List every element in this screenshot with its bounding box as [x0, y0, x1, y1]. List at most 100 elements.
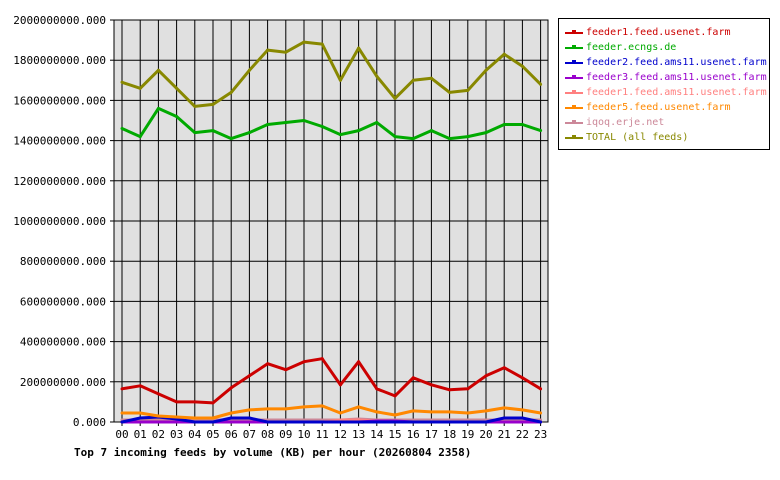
- data-point: [302, 405, 306, 409]
- legend-swatch: [565, 90, 583, 94]
- x-tick-label: 01: [134, 428, 147, 441]
- series-line: [121, 106, 542, 141]
- x-tick-label: 02: [152, 428, 165, 441]
- x-tick-label: 03: [170, 428, 183, 441]
- data-point: [266, 48, 270, 52]
- data-point: [484, 420, 488, 424]
- data-point: [229, 416, 233, 420]
- data-point: [375, 410, 379, 414]
- legend-item: feeder.ecngs.de: [559, 40, 769, 55]
- legend-item: feeder2.feed.ams11.usenet.farm: [559, 55, 769, 70]
- data-point: [466, 411, 470, 415]
- data-point: [120, 80, 124, 84]
- data-point: [193, 104, 197, 108]
- legend-swatch: [565, 120, 583, 124]
- data-point: [302, 119, 306, 122]
- y-tick-label: 2000000000.000: [13, 14, 106, 27]
- x-tick-label: 15: [388, 428, 401, 441]
- data-point: [320, 404, 324, 408]
- data-point: [138, 135, 142, 139]
- data-point: [520, 376, 524, 380]
- x-tick-label: 17: [425, 428, 438, 441]
- x-tick-label: 08: [261, 428, 274, 441]
- data-point: [120, 387, 124, 391]
- data-point: [539, 420, 543, 424]
- legend-swatch: [565, 105, 583, 109]
- data-point: [284, 121, 288, 125]
- series-line: [121, 415, 541, 424]
- data-point: [484, 409, 488, 413]
- data-point: [429, 383, 433, 387]
- data-point: [211, 416, 215, 420]
- data-point: [247, 68, 251, 72]
- legend-label: iqoq.erje.net: [586, 117, 665, 128]
- data-point: [138, 411, 142, 415]
- data-point: [539, 129, 543, 133]
- data-point: [520, 123, 524, 127]
- legend-label: feeder1.feed.usenet.farm: [586, 27, 731, 38]
- x-tick-label: 11: [316, 428, 329, 441]
- legend-swatch: [565, 30, 583, 34]
- x-tick-label: 00: [115, 428, 128, 441]
- legend-label: feeder5.feed.usenet.farm: [586, 102, 731, 113]
- data-point: [266, 407, 270, 411]
- data-point: [411, 78, 415, 82]
- y-tick-label: 1000000000.000: [13, 215, 106, 228]
- legend-item: TOTAL (all feeds): [559, 130, 769, 145]
- data-point: [520, 416, 524, 420]
- data-point: [193, 416, 197, 420]
- legend-item: feeder3.feed.ams11.usenet.farm: [559, 70, 769, 85]
- x-tick-label: 23: [534, 428, 547, 441]
- data-point: [156, 106, 160, 110]
- data-point: [120, 420, 124, 424]
- data-point: [247, 374, 251, 378]
- data-point: [284, 50, 288, 54]
- data-point: [338, 383, 342, 387]
- data-point: [266, 420, 270, 424]
- x-tick-label: 06: [225, 428, 238, 441]
- data-point: [539, 387, 543, 391]
- data-point: [138, 420, 142, 424]
- data-point: [411, 376, 415, 380]
- data-point: [393, 420, 397, 424]
- x-tick-label: 18: [443, 428, 456, 441]
- data-point: [502, 366, 506, 370]
- data-point: [520, 408, 524, 412]
- data-point: [175, 86, 179, 90]
- data-point: [247, 416, 251, 420]
- data-point: [175, 400, 179, 404]
- data-point: [357, 405, 361, 409]
- data-point: [211, 401, 215, 405]
- data-point: [411, 420, 415, 424]
- data-point: [320, 125, 324, 129]
- data-point: [448, 137, 452, 141]
- data-point: [229, 137, 233, 141]
- y-tick-label: 200000000.000: [20, 376, 106, 389]
- data-point: [120, 411, 124, 415]
- data-point: [175, 114, 179, 118]
- legend: feeder1.feed.usenet.farm feeder.ecngs.de…: [558, 18, 770, 150]
- data-point: [502, 420, 506, 424]
- x-tick-label: 20: [479, 428, 492, 441]
- data-point: [175, 415, 179, 419]
- data-point: [375, 74, 379, 78]
- y-axis-ticks: 0.000 200000000.000 400000000.000 600000000…: [13, 14, 114, 429]
- data-point: [429, 410, 433, 414]
- series-line: [122, 404, 541, 420]
- x-tick-label: 13: [352, 428, 365, 441]
- data-point: [484, 374, 488, 378]
- y-tick-label: 600000000.000: [20, 295, 106, 308]
- data-point: [411, 409, 415, 413]
- legend-swatch: [565, 60, 583, 64]
- data-point: [502, 406, 506, 410]
- data-point: [229, 386, 233, 390]
- data-point: [375, 121, 379, 125]
- x-tick-label: 19: [461, 428, 474, 441]
- data-point: [357, 129, 361, 133]
- x-tick-label: 21: [498, 428, 511, 441]
- x-tick-label: 04: [188, 428, 202, 441]
- x-axis-ticks: 00 01 02 03 04 05 06 07 08 09 10 11 12 13 14 15 16 17 18 19…: [115, 422, 547, 441]
- data-point: [211, 129, 215, 133]
- data-point: [393, 394, 397, 398]
